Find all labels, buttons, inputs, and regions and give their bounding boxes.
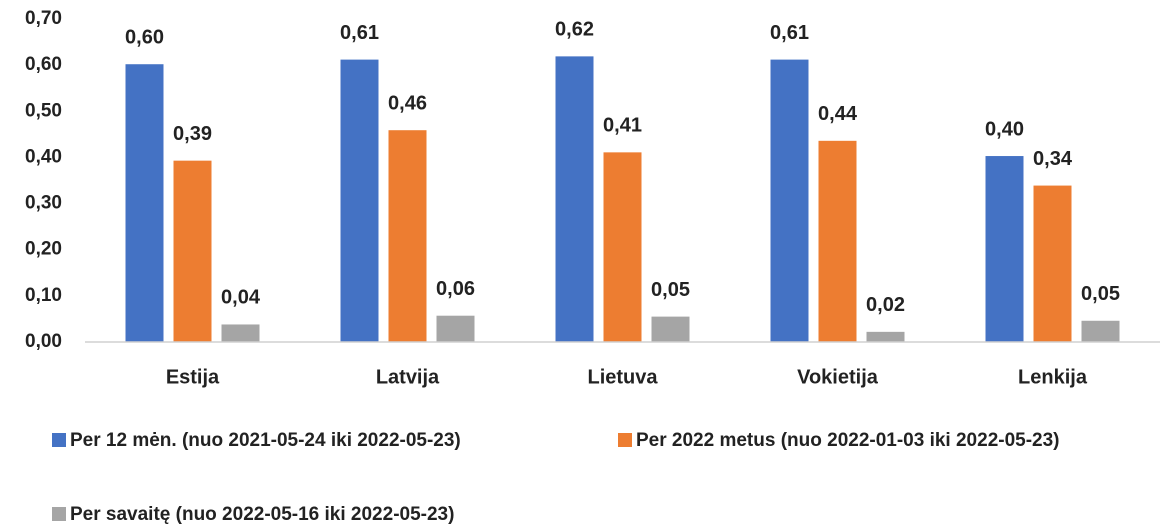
x-tick-label: Latvija <box>376 366 440 388</box>
legend-label: Per 2022 metus (nuo 2022-01-03 iki 2022-… <box>636 430 1060 451</box>
data-label: 0,02 <box>866 294 905 316</box>
y-tick-label: 0,40 <box>25 146 62 167</box>
data-label: 0,05 <box>651 279 690 301</box>
bar <box>985 156 1024 342</box>
x-tick-label: Estija <box>166 366 220 388</box>
data-label: 0,61 <box>770 22 809 44</box>
data-label: 0,06 <box>436 278 475 300</box>
bar <box>866 331 905 342</box>
bar <box>555 56 594 343</box>
bar <box>603 152 642 342</box>
data-label: 0,40 <box>985 118 1024 140</box>
data-label: 0,46 <box>388 92 427 114</box>
data-label: 0,39 <box>173 123 212 145</box>
data-label: 0,41 <box>603 115 642 137</box>
bar <box>1081 320 1120 342</box>
bar <box>436 315 475 342</box>
bar <box>651 316 690 342</box>
y-tick-label: 0,30 <box>25 193 62 214</box>
data-label: 0,05 <box>1081 283 1120 305</box>
data-label: 0,62 <box>555 19 594 41</box>
y-tick-label: 0,50 <box>25 100 62 121</box>
legend-label: Per savaitę (nuo 2022-05-16 iki 2022-05-… <box>70 504 454 525</box>
bar <box>173 160 212 342</box>
y-tick-label: 0,20 <box>25 239 62 260</box>
bar <box>1033 185 1072 342</box>
data-label: 0,44 <box>818 103 858 125</box>
bar <box>340 59 379 342</box>
data-label: 0,60 <box>125 27 164 49</box>
bar <box>221 324 260 342</box>
bar <box>388 130 427 342</box>
x-tick-label: Lietuva <box>587 366 658 388</box>
legend-swatch <box>618 433 632 447</box>
y-tick-label: 0,60 <box>25 54 62 75</box>
legend-swatch <box>52 433 66 447</box>
bar <box>125 64 164 342</box>
data-label: 0,04 <box>221 287 261 309</box>
x-tick-label: Vokietija <box>797 366 879 388</box>
bar <box>818 140 857 342</box>
bar <box>770 59 809 342</box>
y-tick-label: 0,10 <box>25 285 62 306</box>
x-tick-label: Lenkija <box>1018 366 1088 388</box>
y-tick-label: 0,70 <box>25 8 62 29</box>
data-label: 0,61 <box>340 22 379 44</box>
legend-swatch <box>52 507 66 521</box>
data-label: 0,34 <box>1033 148 1073 170</box>
y-tick-label: 0,00 <box>25 331 62 352</box>
legend-label: Per 12 mėn. (nuo 2021-05-24 iki 2022-05-… <box>70 430 461 451</box>
